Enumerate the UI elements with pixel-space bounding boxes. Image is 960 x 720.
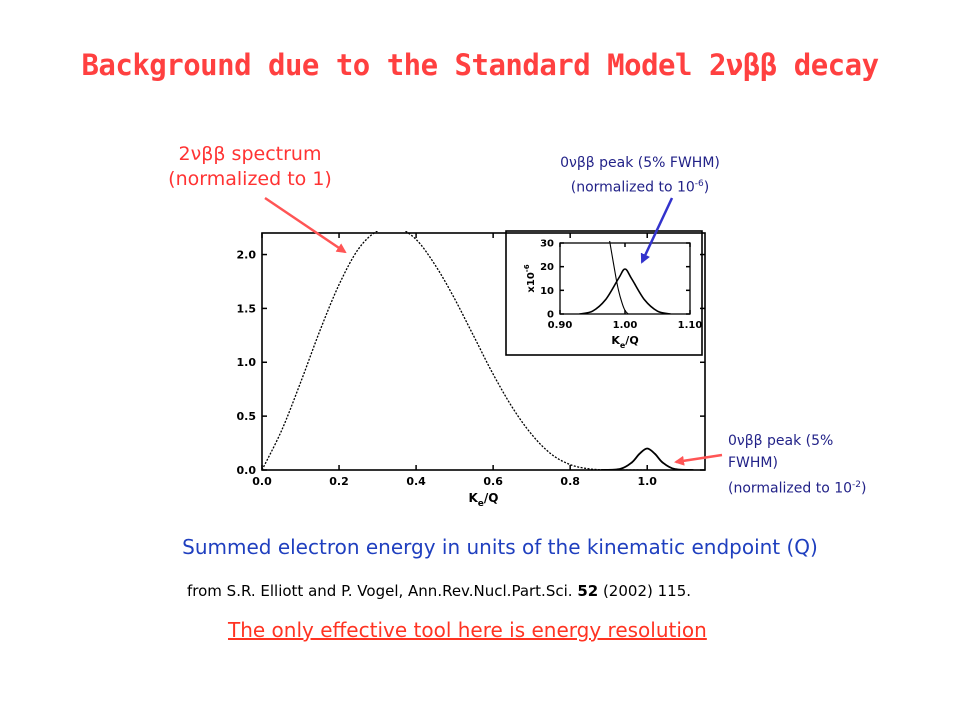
- main-peak-exponent: -2: [852, 480, 862, 490]
- main-x-tick-label: 0.4: [406, 475, 426, 488]
- inset-peak-label-line1: 0νββ peak (5% FWHM): [560, 155, 720, 171]
- inset-x-tick-label: 1.10: [678, 320, 703, 331]
- inset-border: [505, 230, 703, 356]
- main-peak-norm-text: (normalized to 10: [728, 480, 853, 497]
- inset-x-tick-label: 1.00: [613, 320, 638, 331]
- main-x-tick-label: 0.6: [483, 475, 503, 488]
- inset-peak-label: 0νββ peak (5% FWHM) (normalized to 10-6): [520, 153, 760, 199]
- main-y-tick-label: 0.5: [237, 410, 257, 423]
- inset-peak-exponent: -6: [694, 179, 704, 189]
- inset-series-2-line: [579, 268, 671, 314]
- inset-y-tick-label: 20: [540, 262, 554, 273]
- main-series-2-line: [600, 447, 694, 470]
- inset-plot: 0.90 1.00 1.10 0 10 20 30 Ke/Q x10-6: [505, 230, 703, 356]
- main-x-tick-label: 1.0: [637, 475, 657, 488]
- main-peak-label: 0νββ peak (5% FWHM) (normalized to 10-2): [728, 430, 908, 500]
- main-x-tick-label: 0.8: [560, 475, 580, 488]
- inset-peak-norm-text: (normalized to 10: [570, 179, 695, 196]
- inset-x-axis-label: Ke/Q: [611, 334, 638, 350]
- main-peak-label-line1: 0νββ peak (5%: [728, 433, 834, 449]
- inset-y-tick-label: 0: [547, 310, 554, 321]
- spectrum-label: 2νββ spectrum (normalized to 1): [140, 142, 360, 192]
- citation-text: from S.R. Elliott and P. Vogel, Ann.Rev.…: [187, 582, 578, 600]
- main-plot: 0.0 0.2 0.4 0.6 0.8 1.0 0.0 0.5 1.0 1.5 2.0 Ke/Q: [237, 231, 706, 509]
- citation-volume: 52: [577, 582, 599, 600]
- inset-peak-close: ): [703, 179, 710, 196]
- inset-frame: [559, 242, 691, 315]
- spectrum-label-line2: (normalized to 1): [168, 168, 332, 190]
- citation: from S.R. Elliott and P. Vogel, Ann.Rev.…: [187, 582, 691, 600]
- inset-y-tick-label: 30: [540, 239, 554, 250]
- figure-caption: Summed electron energy in units of the k…: [182, 535, 818, 559]
- main-peak-label-line2: FWHM): [728, 455, 778, 471]
- main-frame: [261, 232, 706, 471]
- main-y-tick-label: 0.0: [237, 464, 257, 477]
- main-y-tick-label: 1.5: [237, 302, 257, 315]
- conclusion-text: The only effective tool here is energy r…: [228, 618, 707, 642]
- main-series-1-line: [262, 231, 648, 470]
- main-y-tick-label: 2.0: [237, 248, 257, 261]
- inset-y-axis-label: x10-6: [523, 264, 537, 292]
- inset-peak-label-line2: (normalized to 10-6): [520, 174, 760, 199]
- inset-y-tick-label: 10: [540, 286, 554, 297]
- main-x-axis-label: Ke/Q: [468, 491, 498, 509]
- inset-series-1-line: [609, 241, 629, 314]
- slide-title: Background due to the Standard Model 2νβ…: [81, 48, 879, 82]
- citation-year: (2002) 115.: [598, 582, 691, 600]
- inset-peak-arrow: [640, 197, 674, 264]
- main-peak-close: ): [861, 480, 867, 497]
- main-y-tick-label: 1.0: [237, 356, 257, 369]
- inset-x-tick-label: 0.90: [548, 320, 573, 331]
- main-x-tick-label: 0.0: [252, 475, 272, 488]
- main-x-tick-label: 0.2: [329, 475, 349, 488]
- spectrum-arrow: [264, 196, 347, 254]
- spectrum-label-line1: 2νββ spectrum: [178, 143, 322, 165]
- main-peak-label-line3: (normalized to 10-2): [728, 474, 908, 500]
- main-peak-arrow: [674, 453, 723, 466]
